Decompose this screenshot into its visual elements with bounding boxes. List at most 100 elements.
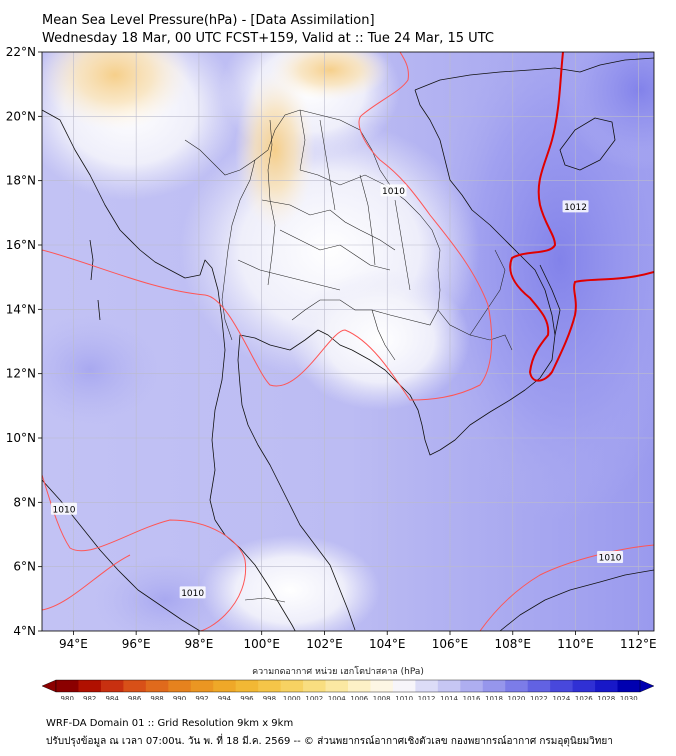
- colorbar-tick-label: 992: [195, 695, 208, 700]
- lon-tick-label: 102°E: [306, 637, 343, 651]
- colorbar-low-arrow: [41, 679, 57, 693]
- colorbar-tick-label: 1018: [485, 695, 503, 700]
- colorbar-swatch: [56, 680, 79, 692]
- map-title: Mean Sea Level Pressure(hPa) - [Data Ass…: [42, 13, 375, 28]
- colorbar-tick-label: 1014: [440, 695, 458, 700]
- isobar-label: 1010: [50, 502, 77, 515]
- lat-tick-label: 12°N: [6, 367, 36, 381]
- colorbar-swatch: [168, 680, 192, 692]
- colorbar: 980 982 984 986 988 990 992 994 996 998 1000 1002 10…: [41, 679, 655, 700]
- colorbar-swatch: [348, 680, 371, 692]
- lat-tick-label: 6°N: [13, 560, 36, 574]
- colorbar-swatch: [325, 680, 349, 692]
- colorbar-tick-label: 1000: [283, 695, 301, 700]
- colorbar-tick-label: 1022: [530, 695, 548, 700]
- longitude-axis: 94°E 96°E 98°E 100°E 102°E 104°E 106°E 108°E 110…: [59, 631, 657, 651]
- colorbar-tick-label: 1028: [597, 695, 615, 700]
- lon-tick-label: 94°E: [59, 637, 88, 651]
- colorbar-swatch: [505, 680, 529, 692]
- colorbar-swatch: [123, 680, 147, 692]
- update-credit: ปรับปรุงข้อมูล ณ เวลา 07:00น. วัน พ. ที่…: [46, 736, 613, 747]
- colorbar-tick-label: 996: [240, 695, 254, 700]
- isobar-label-text: 1010: [382, 187, 405, 197]
- map-frame: [41, 51, 655, 632]
- lon-tick-label: 96°E: [122, 637, 151, 651]
- latitude-axis: 4°N 6°N 8°N 10°N 12°N 14°N 16°N 18°N 20°N 22°N: [6, 45, 42, 638]
- colorbar-swatch: [437, 680, 461, 692]
- colorbar-tick-label: 1026: [575, 695, 593, 700]
- lat-tick-label: 4°N: [13, 624, 36, 638]
- colorbar-swatch: [213, 680, 237, 692]
- isobar-label: 1010: [597, 551, 624, 564]
- colorbar-tick-label: 1016: [463, 695, 481, 700]
- lon-tick-label: 100°E: [243, 637, 280, 651]
- graticule: [42, 52, 654, 631]
- lon-tick-label: 112°E: [620, 637, 657, 651]
- colorbar-tick-label: 1024: [552, 695, 570, 700]
- colorbar-tick-label: 1012: [418, 695, 436, 700]
- colorbar-swatch: [190, 680, 214, 692]
- lat-tick-label: 18°N: [6, 174, 36, 188]
- isobar-label-text: 1010: [599, 554, 622, 564]
- colorbar-tick-label: 1030: [620, 695, 638, 700]
- colorbar-swatch: [303, 680, 327, 692]
- colorbar-swatch: [460, 680, 484, 692]
- country-borders: [184, 109, 513, 603]
- lon-tick-label: 98°E: [184, 637, 213, 651]
- isobar-label: 1010: [380, 184, 407, 197]
- lon-tick-label: 108°E: [495, 637, 532, 651]
- colorbar-high-arrow: [639, 679, 655, 693]
- isobar-label: 1010: [179, 586, 206, 599]
- colorbar-swatch: [100, 680, 124, 692]
- lon-tick-label: 106°E: [432, 637, 469, 651]
- colorbar-tick-label: 988: [150, 695, 163, 700]
- lat-tick-label: 16°N: [6, 238, 36, 252]
- isobars: [42, 52, 654, 631]
- colorbar-swatch: [550, 680, 574, 692]
- coastlines: [42, 57, 654, 631]
- lat-tick-label: 22°N: [6, 45, 36, 59]
- isobar-label: 1012: [562, 200, 589, 213]
- colorbar-swatch: [617, 680, 641, 692]
- lat-tick-label: 20°N: [6, 109, 36, 123]
- colorbar-tick-label: 1006: [350, 695, 368, 700]
- pressure-map: 1010 1012 1010 1010 1010 94°E 96°E 98°E 100°E 10…: [6, 45, 657, 700]
- colorbar-tick-label: 1008: [373, 695, 391, 700]
- lat-tick-label: 14°N: [6, 302, 36, 316]
- isobar-label-text: 1012: [564, 203, 587, 213]
- colorbar-swatch: [258, 680, 282, 692]
- colorbar-tick-label: 1010: [395, 695, 413, 700]
- lat-tick-label: 8°N: [13, 495, 36, 509]
- isobar-label-text: 1010: [181, 589, 204, 599]
- colorbar-swatch: [527, 680, 551, 692]
- isobar-label-text: 1010: [53, 505, 76, 515]
- model-info: WRF-DA Domain 01 :: Grid Resolution 9km …: [46, 718, 294, 729]
- colorbar-swatch: [78, 680, 102, 692]
- colorbar-tick-label: 984: [105, 695, 119, 700]
- isobar-labels: 1010 1012 1010 1010 1010: [50, 184, 624, 599]
- colorbar-tick-label: 994: [218, 695, 232, 700]
- colorbar-tick-label: 982: [83, 695, 96, 700]
- map-subtitle: Wednesday 18 Mar, 00 UTC FCST+159, Valid…: [42, 31, 494, 46]
- colorbar-swatch: [482, 680, 506, 692]
- colorbar-tick-label: 1004: [328, 695, 346, 700]
- colorbar-swatch: [572, 680, 596, 692]
- colorbar-tick-label: 980: [61, 695, 74, 700]
- colorbar-label: ความกดอากาศ หน่วย เฮกโตปาสคาล (hPa): [252, 667, 424, 677]
- lon-tick-label: 110°E: [557, 637, 594, 651]
- colorbar-swatch: [415, 680, 439, 692]
- colorbar-tick-label: 998: [263, 695, 276, 700]
- colorbar-swatch: [595, 680, 619, 692]
- colorbar-swatch: [280, 680, 304, 692]
- colorbar-tick-label: 990: [173, 695, 186, 700]
- colorbar-swatch: [145, 680, 169, 692]
- lon-tick-label: 104°E: [369, 637, 406, 651]
- pressure-field: [42, 52, 654, 631]
- colorbar-tick-label: 1020: [508, 695, 526, 700]
- colorbar-tick-label: 986: [128, 695, 142, 700]
- lat-tick-label: 10°N: [6, 431, 36, 445]
- colorbar-swatch: [392, 680, 416, 692]
- colorbar-swatch: [370, 680, 394, 692]
- colorbar-swatch: [235, 680, 259, 692]
- colorbar-tick-label: 1002: [305, 695, 323, 700]
